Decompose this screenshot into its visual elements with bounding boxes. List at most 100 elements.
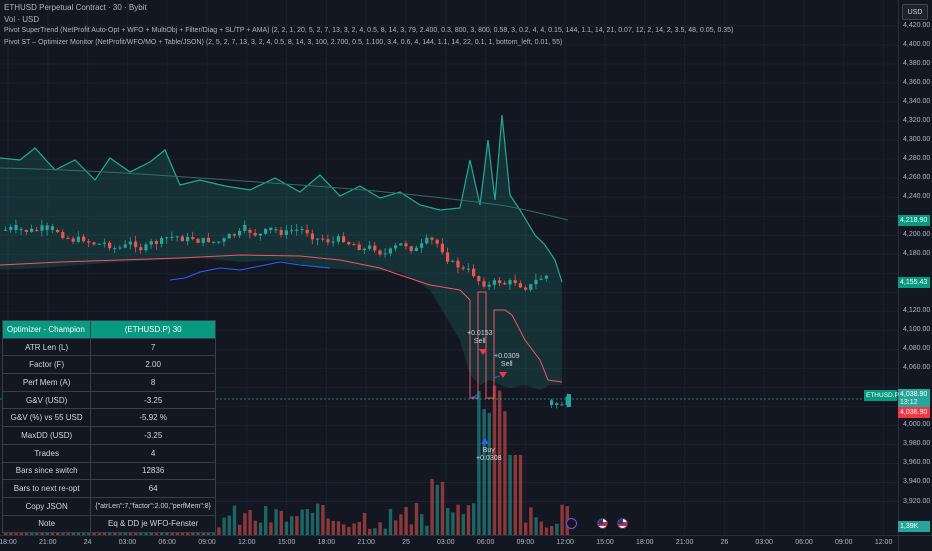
candle-body	[144, 244, 148, 251]
candle-body	[284, 230, 288, 235]
candle-body	[196, 238, 200, 243]
candle-body	[373, 245, 377, 251]
price-scale[interactable]	[898, 0, 932, 535]
time-axis[interactable]: 18:00 21:00 24 03:00 06:00 09:00 12:00 15:00 18:…	[0, 535, 898, 551]
price-tick-label: 3,920.00	[903, 497, 931, 505]
volume-bar	[513, 455, 517, 535]
event-marker-icon[interactable]	[566, 518, 577, 529]
symbol-title[interactable]: ETHUSD Perpetual Contract · 30 · Bybit	[4, 3, 147, 12]
table-row: G&V (%) vs 55 USD -5.92 %	[1, 408, 216, 428]
indicator-1-title[interactable]: Pivot SuperTrend (NetProfit Auto-Opt + W…	[4, 27, 734, 34]
candle-body	[357, 244, 361, 251]
volume-bar	[264, 506, 268, 535]
volume-bar	[243, 513, 247, 535]
volume-bar	[487, 412, 491, 535]
table-row: G&V (USD) -3.25	[1, 390, 216, 410]
time-label: 09:00	[198, 539, 216, 546]
time-label: 15:00	[277, 539, 296, 546]
volume-bar	[456, 504, 460, 535]
price-tick-label: 4,000.00	[903, 421, 931, 429]
volume-bar	[482, 409, 486, 535]
row-label: G&V (%) vs 55 USD	[1, 408, 92, 428]
volume-bar	[316, 503, 320, 535]
candle-body	[435, 239, 439, 244]
candle-body	[472, 268, 476, 277]
mid-band-price-tag: 4,155.43	[898, 277, 930, 288]
candle-body	[326, 239, 330, 243]
candle-body	[175, 236, 179, 238]
table-row: Note Eq & DD je WFO-Fenster	[1, 514, 216, 534]
price-chart[interactable]	[0, 0, 898, 535]
volume-bar	[555, 523, 559, 535]
row-label: Bars to next re-opt	[1, 479, 92, 498]
candle-body	[430, 237, 434, 240]
candle-body	[180, 236, 184, 242]
volume-indicator-title[interactable]: Vol · USD	[4, 15, 40, 24]
candle-body	[253, 232, 257, 236]
sell-arrow-icon	[499, 372, 507, 378]
table-symbol: (ETHUSD.P) 30	[90, 320, 216, 339]
row-label: Factor (F)	[1, 355, 92, 375]
candle-body	[113, 248, 117, 250]
time-label: 06:00	[476, 539, 495, 546]
candle-body	[232, 234, 236, 236]
time-label: 18:00	[0, 539, 17, 546]
row-label: Trades	[1, 443, 92, 463]
trail-price-tag: 4,036.90	[898, 407, 930, 418]
table-row: Copy JSON {"atrLen":7,"factor":2.00,"perf…	[1, 496, 216, 516]
candle-body	[409, 246, 413, 252]
candle-body	[425, 237, 429, 244]
volume-bar	[258, 522, 263, 535]
candle-body	[66, 237, 70, 239]
candle-body	[24, 230, 28, 232]
time-label: 24	[83, 539, 92, 546]
table-row: MaxDD (USD) -3.25	[1, 426, 216, 445]
sell-1-label: Sell	[473, 338, 486, 345]
us-flag-event-icon[interactable]	[597, 518, 608, 529]
row-value: {"atrLen":7,"factor":2.00,"perfMem":8}	[90, 496, 216, 516]
candle-body	[362, 248, 366, 251]
volume-bar	[435, 484, 439, 535]
row-value: 12836	[90, 461, 216, 481]
volume-bar	[503, 411, 507, 535]
price-tick-label: 4,120.00	[903, 307, 931, 315]
volume-bar	[305, 509, 309, 535]
time-label: 12:00	[874, 539, 893, 546]
sell-signal-2: +0.0309 Sell	[494, 353, 520, 369]
us-flag-event-icon[interactable]	[617, 518, 628, 529]
row-label: G&V (USD)	[1, 390, 92, 410]
sell-arrow-icon	[479, 349, 487, 355]
candle-body	[368, 245, 372, 249]
volume-bar	[336, 521, 341, 535]
price-tick-label: 4,400.00	[903, 41, 931, 49]
candle-body	[524, 287, 528, 290]
time-label: 06:00	[158, 539, 176, 546]
volume-bar	[326, 518, 330, 535]
volume-bar	[378, 522, 382, 535]
volume-bar	[399, 514, 403, 535]
candle-body	[508, 280, 512, 285]
candle-body	[71, 238, 75, 242]
candle-body	[139, 247, 143, 251]
candle-body	[513, 280, 517, 284]
indicator-2-title[interactable]: Pivot ST – Optimizer Monitor (NetProfit/…	[4, 39, 563, 46]
price-tick-label: 4,300.00	[903, 136, 931, 144]
sell-1-value: +0.0153	[467, 330, 493, 337]
table-header-row: Optimizer - Champion (ETHUSD.P) 30	[1, 320, 216, 339]
volume-bar	[217, 527, 221, 535]
candle-body	[342, 236, 346, 243]
price-tick-label: 4,260.00	[903, 174, 931, 182]
volume-bar	[284, 521, 289, 535]
currency-button[interactable]: USD	[902, 4, 928, 20]
candle-body	[274, 229, 278, 231]
time-label: 09:00	[835, 539, 853, 546]
price-tick-label: 4,240.00	[903, 193, 931, 201]
buy-label: Buy	[482, 447, 495, 454]
candle-body	[300, 228, 304, 230]
candle-body	[529, 284, 533, 290]
candle-body	[160, 238, 164, 244]
row-value: 7	[90, 337, 216, 357]
candle-body	[87, 241, 91, 243]
candle-body	[456, 260, 460, 268]
candle-body	[186, 237, 190, 242]
